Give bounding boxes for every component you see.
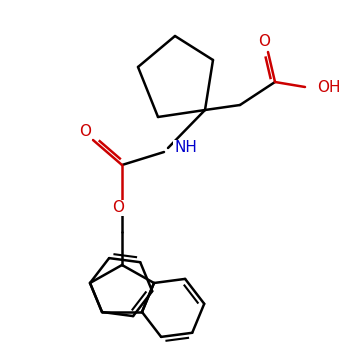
Text: OH: OH	[317, 79, 340, 95]
Text: O: O	[112, 200, 124, 216]
Text: NH: NH	[174, 140, 197, 156]
Text: O: O	[79, 125, 91, 139]
Text: O: O	[258, 34, 270, 49]
